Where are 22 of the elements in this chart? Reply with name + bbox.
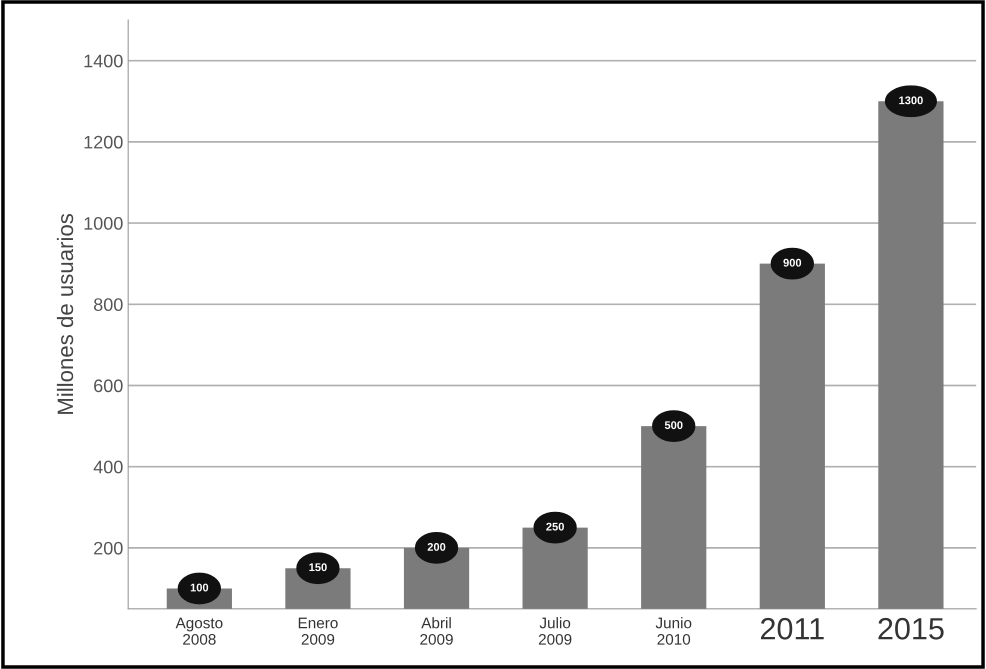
x-tick-label: Julio 2009 <box>538 617 572 645</box>
x-tick-label: 2015 <box>878 618 944 640</box>
y-tick-label: 600 <box>94 379 123 392</box>
y-tick-label: 200 <box>94 542 123 555</box>
x-tick-label: Agosto 2008 <box>176 618 222 645</box>
y-tick-label: 400 <box>94 460 123 474</box>
x-tick-label: Junio 2010 <box>656 617 692 645</box>
x-tick-label: Abril 2009 <box>420 617 453 645</box>
data-label: 100 <box>190 584 208 592</box>
data-label: 250 <box>546 522 564 531</box>
y-tick-label: 1000 <box>84 217 123 230</box>
x-tick-label: 2011 <box>760 618 824 640</box>
y-axis-title: Millones de usuarios <box>56 214 74 414</box>
data-label: 150 <box>309 563 327 572</box>
data-label: 500 <box>664 421 683 430</box>
data-label: 1300 <box>899 96 923 104</box>
data-label: 900 <box>783 258 802 267</box>
data-label: 200 <box>428 543 446 551</box>
x-tick-label: Enero 2009 <box>298 618 338 645</box>
y-tick-label: 800 <box>94 298 123 311</box>
y-tick-label: 1400 <box>84 54 123 68</box>
y-tick-label: 1200 <box>84 136 123 149</box>
